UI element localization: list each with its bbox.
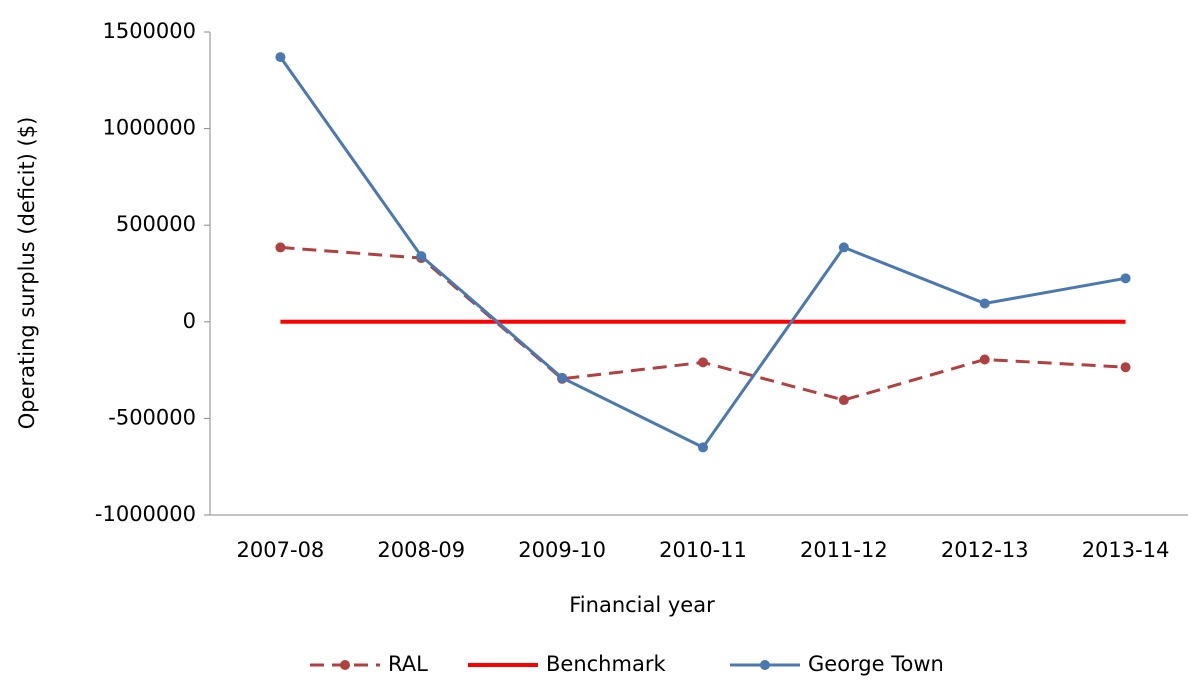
x-tick-label: 2013-14 — [1082, 538, 1170, 562]
legend-label: Benchmark — [546, 652, 666, 676]
point — [275, 52, 286, 63]
y-tick-label: 500000 — [116, 212, 196, 236]
point — [557, 372, 568, 383]
point — [416, 251, 427, 262]
point — [698, 357, 708, 368]
x-tick-label: 2010-11 — [659, 538, 747, 562]
y-tick-label: 1000000 — [102, 116, 196, 140]
series-line — [279, 56, 1126, 450]
point — [838, 395, 849, 406]
legend-marker — [340, 660, 350, 670]
point — [1120, 362, 1131, 373]
x-axis-title: Financial year — [569, 593, 715, 617]
point — [979, 298, 990, 309]
point — [698, 442, 708, 453]
point — [838, 242, 849, 253]
y-tick-label: 1500000 — [102, 19, 196, 43]
legend-label: RAL — [388, 652, 428, 676]
legend-label: George Town — [808, 652, 944, 676]
x-tick-label: 2011-12 — [800, 538, 888, 562]
legend-marker — [760, 660, 770, 670]
point — [275, 242, 286, 253]
y-tick-label: 0 — [183, 309, 196, 333]
point — [979, 354, 990, 365]
y-tick-label: -500000 — [108, 405, 196, 429]
point — [1120, 273, 1131, 284]
x-tick-label: 2009-10 — [518, 538, 606, 562]
y-tick-label: -1000000 — [95, 502, 196, 526]
x-tick-label: 2012-13 — [941, 538, 1029, 562]
x-tick-label: 2008-09 — [377, 538, 465, 562]
x-tick-label: 2007-08 — [237, 538, 325, 562]
y-axis-title: Operating surplus (deficit) ($) — [15, 117, 39, 430]
